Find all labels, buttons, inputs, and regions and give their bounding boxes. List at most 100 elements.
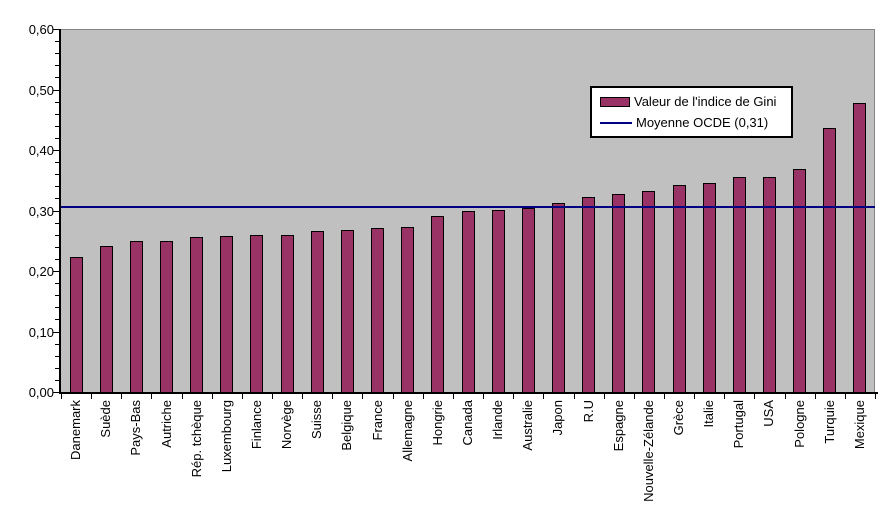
x-category-label: Suisse — [309, 400, 324, 440]
y-minor-tick — [55, 53, 59, 54]
x-category-label: Suède — [98, 400, 113, 438]
y-minor-tick — [55, 235, 59, 236]
y-major-tick — [53, 332, 59, 333]
y-major-tick — [53, 90, 59, 91]
x-tick — [423, 394, 424, 399]
bar-australie — [522, 208, 535, 392]
x-tick — [754, 394, 755, 399]
x-category-label: France — [370, 400, 385, 441]
legend: Valeur de l'indice de Gini Moyenne OCDE … — [590, 86, 793, 138]
x-tick — [212, 394, 213, 399]
y-minor-tick — [55, 356, 59, 357]
y-minor-tick — [55, 162, 59, 163]
x-tick — [724, 394, 725, 399]
bar-su-de — [100, 246, 113, 392]
x-tick — [513, 394, 514, 399]
y-minor-tick — [55, 247, 59, 248]
x-category-label: Allemagne — [400, 400, 415, 462]
x-tick — [453, 394, 454, 399]
x-tick — [91, 394, 92, 399]
x-category-label: Pologne — [792, 400, 807, 448]
bar-espagne — [612, 194, 625, 392]
x-tick — [272, 394, 273, 399]
x-category-label: Nouvelle-Zélande — [641, 400, 656, 502]
x-category-label: Norvège — [279, 400, 294, 450]
y-minor-tick — [55, 102, 59, 103]
bar-canada — [462, 211, 475, 392]
x-category-label: Portugal — [731, 400, 746, 449]
x-category-label: Japon — [550, 400, 565, 436]
x-tick — [302, 394, 303, 399]
y-minor-tick — [55, 65, 59, 66]
y-minor-tick — [55, 259, 59, 260]
x-category-label: Turquie — [822, 400, 837, 444]
x-category-label: Grèce — [671, 400, 686, 436]
y-minor-tick — [55, 186, 59, 187]
x-category-label: Espagne — [611, 400, 626, 452]
x-tick — [574, 394, 575, 399]
x-tick — [664, 394, 665, 399]
bar-italie — [703, 183, 716, 392]
legend-ocde-label: Moyenne OCDE (0,31) — [636, 115, 769, 130]
x-category-label: Mexique — [852, 400, 867, 450]
y-minor-tick — [55, 198, 59, 199]
bar-autriche — [160, 241, 173, 392]
x-category-label: Canada — [460, 400, 475, 446]
x-category-label: Finlance — [249, 400, 264, 450]
x-tick — [332, 394, 333, 399]
y-minor-tick — [55, 380, 59, 381]
y-minor-tick — [55, 307, 59, 308]
ocde-average-line — [61, 206, 875, 208]
bar-usa — [763, 177, 776, 392]
y-tick-label: 0,00 — [28, 385, 54, 400]
bar-norv-ge — [281, 235, 294, 392]
x-tick — [604, 394, 605, 399]
y-tick-label: 0,10 — [28, 325, 54, 340]
x-category-label: Luxembourg — [219, 400, 234, 473]
x-tick — [151, 394, 152, 399]
y-minor-tick — [55, 319, 59, 320]
gini-series-swatch-icon — [600, 96, 630, 107]
y-minor-tick — [55, 223, 59, 224]
x-tick — [694, 394, 695, 399]
y-minor-tick — [55, 174, 59, 175]
x-category-label: Italie — [701, 400, 716, 428]
legend-gini-label: Valeur de l'indice de Gini — [634, 94, 777, 109]
x-tick — [875, 394, 876, 399]
y-major-tick — [53, 150, 59, 151]
legend-item-gini: Valeur de l'indice de Gini — [600, 94, 791, 110]
x-category-label: R.U — [581, 400, 596, 423]
x-tick — [182, 394, 183, 399]
y-tick-label: 0,40 — [28, 143, 54, 158]
x-category-label: Belgique — [339, 400, 354, 451]
x-tick — [61, 394, 62, 399]
x-category-label: Rép. tchèque — [189, 400, 204, 478]
bar-suisse — [311, 231, 324, 392]
y-minor-tick — [55, 138, 59, 139]
x-tick — [785, 394, 786, 399]
x-category-label: Australie — [520, 400, 535, 451]
y-tick-label: 0,30 — [28, 204, 54, 219]
x-tick — [393, 394, 394, 399]
y-major-tick — [53, 211, 59, 212]
y-minor-tick — [55, 77, 59, 78]
x-tick — [815, 394, 816, 399]
y-minor-tick — [55, 295, 59, 296]
y-tick-label: 0,50 — [28, 83, 54, 98]
x-category-label: Hongrie — [430, 400, 445, 446]
x-category-label: Irlande — [490, 400, 505, 440]
y-minor-tick — [55, 114, 59, 115]
bar-finlance — [250, 235, 263, 392]
y-major-tick — [53, 29, 59, 30]
legend-item-ocde-average: Moyenne OCDE (0,31) — [600, 115, 791, 131]
y-tick-label: 0,60 — [28, 22, 54, 37]
x-category-label: Danemark — [68, 400, 83, 460]
bar-japon — [552, 203, 565, 392]
bar-gr-ce — [673, 185, 686, 392]
bar-pays-bas — [130, 241, 143, 392]
x-tick — [483, 394, 484, 399]
bar-portugal — [733, 177, 746, 392]
x-axis — [59, 392, 878, 394]
bar-irlande — [492, 210, 505, 392]
bar-danemark — [70, 257, 83, 392]
